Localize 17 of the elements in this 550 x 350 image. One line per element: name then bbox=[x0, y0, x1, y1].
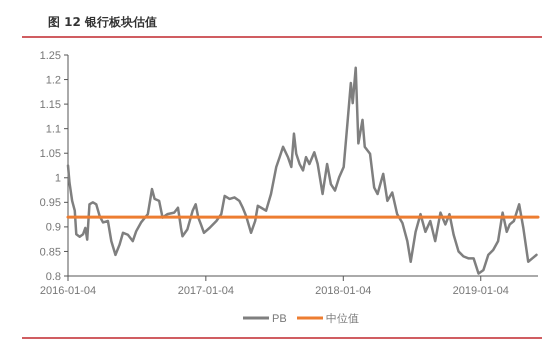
x-tick-label: 2019-01-04 bbox=[452, 285, 509, 297]
y-tick-label: 1.15 bbox=[40, 98, 61, 111]
chart-title: 图 12 银行板块估值 bbox=[48, 15, 158, 29]
x-tick-label: 2016-01-04 bbox=[40, 285, 96, 297]
legend-label: 中位值 bbox=[326, 312, 359, 325]
y-tick-label: 1 bbox=[54, 172, 61, 185]
x-tick-label: 2018-01-04 bbox=[315, 285, 372, 297]
y-tick-label: 0.8 bbox=[46, 270, 61, 283]
y-tick-label: 1.05 bbox=[40, 148, 61, 160]
x-tick-label: 2017-01-04 bbox=[178, 285, 234, 297]
y-tick-label: 1.2 bbox=[46, 74, 61, 86]
y-tick-label: 0.85 bbox=[40, 246, 61, 258]
y-tick-label: 0.95 bbox=[40, 197, 61, 210]
y-tick-label: 1.25 bbox=[40, 50, 61, 62]
legend-label: PB bbox=[272, 312, 287, 325]
y-tick-label: 0.9 bbox=[46, 222, 61, 234]
y-tick-label: 1.1 bbox=[46, 124, 61, 136]
